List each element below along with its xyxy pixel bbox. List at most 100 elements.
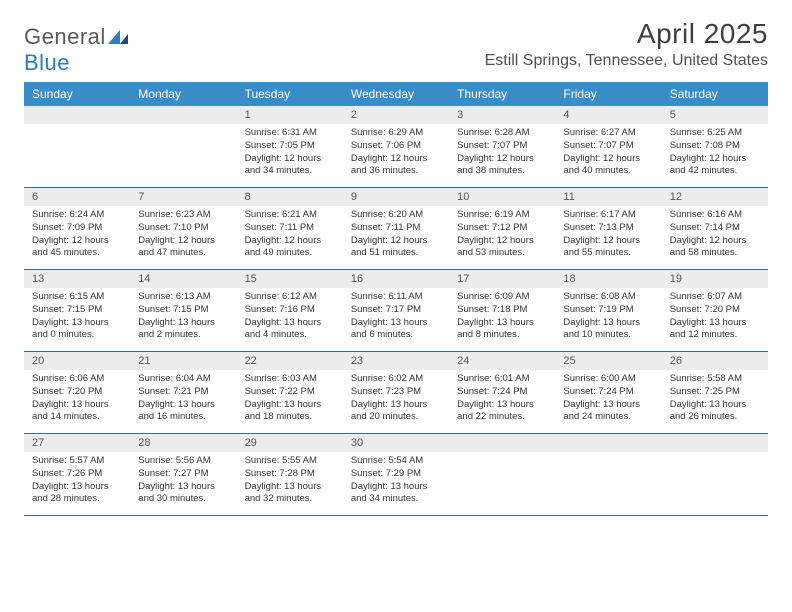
day-number: 29 [237,434,343,452]
weekday-header: Saturday [662,82,768,106]
day-number: 22 [237,352,343,370]
day-number: 27 [24,434,130,452]
calendar-cell: 11Sunrise: 6:17 AMSunset: 7:13 PMDayligh… [555,188,661,270]
calendar-cell: 25Sunrise: 6:00 AMSunset: 7:24 PMDayligh… [555,352,661,434]
day-number: 16 [343,270,449,288]
calendar-body: 1Sunrise: 6:31 AMSunset: 7:05 PMDaylight… [24,106,768,516]
day-number: 6 [24,188,130,206]
calendar-cell: 15Sunrise: 6:12 AMSunset: 7:16 PMDayligh… [237,270,343,352]
day-number: 9 [343,188,449,206]
calendar-cell: 2Sunrise: 6:29 AMSunset: 7:06 PMDaylight… [343,106,449,188]
day-content: Sunrise: 6:11 AMSunset: 7:17 PMDaylight:… [343,288,449,348]
day-content: Sunrise: 6:20 AMSunset: 7:11 PMDaylight:… [343,206,449,266]
day-number: 17 [449,270,555,288]
day-content: Sunrise: 6:03 AMSunset: 7:22 PMDaylight:… [237,370,343,430]
calendar-cell: 16Sunrise: 6:11 AMSunset: 7:17 PMDayligh… [343,270,449,352]
daynum-empty [449,434,555,452]
calendar-cell [24,106,130,188]
calendar-cell: 7Sunrise: 6:23 AMSunset: 7:10 PMDaylight… [130,188,236,270]
day-number: 30 [343,434,449,452]
day-number: 10 [449,188,555,206]
day-content: Sunrise: 5:57 AMSunset: 7:26 PMDaylight:… [24,452,130,512]
brand-part2: Blue [24,50,70,75]
calendar-cell: 6Sunrise: 6:24 AMSunset: 7:09 PMDaylight… [24,188,130,270]
day-number: 25 [555,352,661,370]
calendar-cell: 30Sunrise: 5:54 AMSunset: 7:29 PMDayligh… [343,434,449,516]
calendar-cell: 28Sunrise: 5:56 AMSunset: 7:27 PMDayligh… [130,434,236,516]
day-number: 26 [662,352,768,370]
day-content: Sunrise: 6:07 AMSunset: 7:20 PMDaylight:… [662,288,768,348]
header: General Blue April 2025 Estill Springs, … [24,18,768,76]
day-content: Sunrise: 5:56 AMSunset: 7:27 PMDaylight:… [130,452,236,512]
day-content: Sunrise: 6:24 AMSunset: 7:09 PMDaylight:… [24,206,130,266]
day-content: Sunrise: 6:01 AMSunset: 7:24 PMDaylight:… [449,370,555,430]
day-number: 14 [130,270,236,288]
day-number: 4 [555,106,661,124]
day-number: 21 [130,352,236,370]
calendar-cell: 17Sunrise: 6:09 AMSunset: 7:18 PMDayligh… [449,270,555,352]
day-content: Sunrise: 6:16 AMSunset: 7:14 PMDaylight:… [662,206,768,266]
brand-logo: General Blue [24,18,128,76]
calendar-cell: 14Sunrise: 6:13 AMSunset: 7:15 PMDayligh… [130,270,236,352]
calendar-cell: 5Sunrise: 6:25 AMSunset: 7:08 PMDaylight… [662,106,768,188]
day-number: 2 [343,106,449,124]
day-content: Sunrise: 6:04 AMSunset: 7:21 PMDaylight:… [130,370,236,430]
day-content: Sunrise: 6:02 AMSunset: 7:23 PMDaylight:… [343,370,449,430]
day-number: 23 [343,352,449,370]
day-content: Sunrise: 5:55 AMSunset: 7:28 PMDaylight:… [237,452,343,512]
day-content: Sunrise: 6:08 AMSunset: 7:19 PMDaylight:… [555,288,661,348]
calendar-cell [130,106,236,188]
calendar-cell [555,434,661,516]
day-content: Sunrise: 6:15 AMSunset: 7:15 PMDaylight:… [24,288,130,348]
calendar-cell [662,434,768,516]
calendar-cell: 10Sunrise: 6:19 AMSunset: 7:12 PMDayligh… [449,188,555,270]
daynum-empty [24,106,130,124]
day-content: Sunrise: 5:54 AMSunset: 7:29 PMDaylight:… [343,452,449,512]
calendar-cell: 13Sunrise: 6:15 AMSunset: 7:15 PMDayligh… [24,270,130,352]
weekday-header: Wednesday [343,82,449,106]
calendar-cell: 9Sunrise: 6:20 AMSunset: 7:11 PMDaylight… [343,188,449,270]
day-number: 24 [449,352,555,370]
calendar-cell: 22Sunrise: 6:03 AMSunset: 7:22 PMDayligh… [237,352,343,434]
day-content: Sunrise: 6:23 AMSunset: 7:10 PMDaylight:… [130,206,236,266]
day-number: 3 [449,106,555,124]
day-number: 8 [237,188,343,206]
brand-text: General Blue [24,24,128,76]
brand-part1: General [24,24,106,49]
day-number: 18 [555,270,661,288]
calendar-cell: 19Sunrise: 6:07 AMSunset: 7:20 PMDayligh… [662,270,768,352]
calendar-cell: 8Sunrise: 6:21 AMSunset: 7:11 PMDaylight… [237,188,343,270]
calendar-cell: 29Sunrise: 5:55 AMSunset: 7:28 PMDayligh… [237,434,343,516]
day-content: Sunrise: 6:21 AMSunset: 7:11 PMDaylight:… [237,206,343,266]
title-block: April 2025 Estill Springs, Tennessee, Un… [485,18,768,70]
calendar-cell: 4Sunrise: 6:27 AMSunset: 7:07 PMDaylight… [555,106,661,188]
calendar-cell: 1Sunrise: 6:31 AMSunset: 7:05 PMDaylight… [237,106,343,188]
day-content: Sunrise: 6:17 AMSunset: 7:13 PMDaylight:… [555,206,661,266]
daynum-empty [130,106,236,124]
brand-mark-icon [108,30,128,44]
day-content: Sunrise: 6:29 AMSunset: 7:06 PMDaylight:… [343,124,449,184]
location-subtitle: Estill Springs, Tennessee, United States [485,52,768,70]
day-content: Sunrise: 6:13 AMSunset: 7:15 PMDaylight:… [130,288,236,348]
calendar-cell: 27Sunrise: 5:57 AMSunset: 7:26 PMDayligh… [24,434,130,516]
weekday-header: Thursday [449,82,555,106]
calendar-cell: 3Sunrise: 6:28 AMSunset: 7:07 PMDaylight… [449,106,555,188]
calendar-cell: 12Sunrise: 6:16 AMSunset: 7:14 PMDayligh… [662,188,768,270]
calendar-cell: 20Sunrise: 6:06 AMSunset: 7:20 PMDayligh… [24,352,130,434]
calendar-cell [449,434,555,516]
day-number: 12 [662,188,768,206]
day-number: 15 [237,270,343,288]
day-number: 20 [24,352,130,370]
day-content: Sunrise: 6:31 AMSunset: 7:05 PMDaylight:… [237,124,343,184]
day-content: Sunrise: 6:27 AMSunset: 7:07 PMDaylight:… [555,124,661,184]
daynum-empty [662,434,768,452]
day-content: Sunrise: 6:19 AMSunset: 7:12 PMDaylight:… [449,206,555,266]
day-content: Sunrise: 6:06 AMSunset: 7:20 PMDaylight:… [24,370,130,430]
daynum-empty [555,434,661,452]
day-number: 13 [24,270,130,288]
day-number: 5 [662,106,768,124]
day-number: 7 [130,188,236,206]
month-title: April 2025 [485,18,768,50]
day-number: 1 [237,106,343,124]
day-number: 19 [662,270,768,288]
